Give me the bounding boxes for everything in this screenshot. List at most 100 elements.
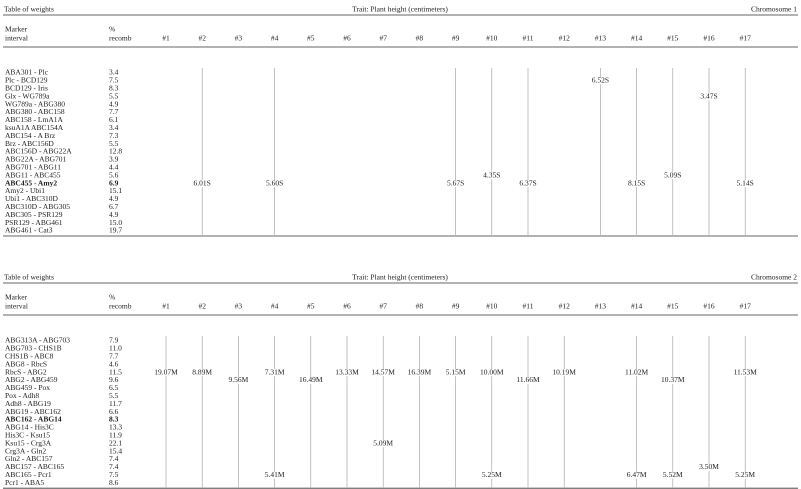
marker-interval: Plc - BCD129 xyxy=(5,76,48,85)
column-header: #4 xyxy=(271,302,279,311)
weight: 5.09M xyxy=(373,438,393,447)
weight-bg xyxy=(696,463,722,471)
marker-interval: ABC455 - Amy2 xyxy=(5,178,57,187)
recomb: 6.9 xyxy=(109,178,119,187)
weight-bg xyxy=(659,377,686,384)
recomb: 6.6 xyxy=(109,407,119,416)
column-header: Marker xyxy=(5,293,28,302)
marker-interval: ABA301 - Plc xyxy=(5,68,49,77)
column-header: #15 xyxy=(667,34,679,43)
marker-interval: Ksu15 - Crg3A xyxy=(5,438,52,447)
recomb: 7.5 xyxy=(109,470,119,479)
marker-interval: ABG14 - His3C xyxy=(5,423,54,432)
weight-bg xyxy=(587,77,614,85)
weight-bg xyxy=(297,377,324,384)
recomb: 7.5 xyxy=(109,76,119,85)
marker-interval: ABC165 - Pcr1 xyxy=(5,470,52,479)
recomb: 4.6 xyxy=(109,359,119,368)
column-header: #7 xyxy=(379,302,387,311)
recomb: 7.7 xyxy=(109,352,119,361)
weight: 5.25M xyxy=(735,470,755,479)
marker-interval: BCD129 - Iris xyxy=(5,84,48,93)
column-header: #2 xyxy=(198,34,206,43)
recomb: 11.7 xyxy=(109,399,122,408)
weight: 16.49M xyxy=(299,375,323,384)
marker-interval: ABG701 - ABG11 xyxy=(5,163,61,172)
marker-interval: ABG380 - ABC158 xyxy=(5,107,65,116)
recomb: 9.6 xyxy=(109,375,119,384)
weight: 7.31M xyxy=(265,367,285,376)
column-header: #5 xyxy=(307,302,315,311)
column-header: recomb xyxy=(109,34,132,43)
column-header: #11 xyxy=(523,302,534,311)
weight: 11.02M xyxy=(625,367,649,376)
column-header: #7 xyxy=(379,34,387,43)
weight-bg xyxy=(406,369,433,377)
column-header: #12 xyxy=(559,302,571,311)
weight-bg xyxy=(623,471,650,479)
recomb: 4.4 xyxy=(109,163,119,172)
column-header: #13 xyxy=(595,302,607,311)
weight-bg xyxy=(189,369,216,377)
marker-interval: ABG11 - ABC455 xyxy=(5,170,61,179)
marker-interval: ABC157 - ABC165 xyxy=(5,462,64,471)
recomb: 15.0 xyxy=(109,218,122,227)
weight: 4.35S xyxy=(483,170,500,179)
recomb: 7.4 xyxy=(109,454,119,463)
table-title: Table of weights xyxy=(4,273,54,282)
weight-bg xyxy=(732,369,759,377)
column-header: #3 xyxy=(235,34,243,43)
recomb: 15.1 xyxy=(109,186,122,195)
column-header: interval xyxy=(5,34,28,43)
marker-interval: ABC162 - ABG14 xyxy=(5,415,62,424)
marker-interval: ABG8 - RbcS xyxy=(5,359,47,368)
weight: 9.56M xyxy=(229,375,249,384)
marker-interval: PSR129 - ABG461 xyxy=(5,218,63,227)
column-header: #1 xyxy=(162,34,170,43)
weight: 5.14S xyxy=(737,178,754,187)
column-header: #16 xyxy=(703,302,715,311)
column-header: #12 xyxy=(559,34,571,43)
table-title: Table of weights xyxy=(4,5,54,14)
weight-bg xyxy=(732,180,759,188)
recomb: 11.0 xyxy=(109,344,122,353)
weight: 11.53M xyxy=(734,367,758,376)
marker-interval: ABG19 - ABC162 xyxy=(5,407,61,416)
column-header: #17 xyxy=(740,34,752,43)
weight: 3.50M xyxy=(699,462,719,471)
recomb: 13.3 xyxy=(109,423,122,432)
weight: 5.15M xyxy=(446,367,466,376)
marker-interval: CHS1B - ABC8 xyxy=(5,352,54,361)
weight: 8.15S xyxy=(628,178,645,187)
recomb: 6.5 xyxy=(109,383,119,392)
recomb: 5.6 xyxy=(109,170,119,179)
weight: 5.09S xyxy=(664,170,681,179)
recomb: 11.9 xyxy=(109,431,122,440)
column-header: #17 xyxy=(740,302,752,311)
marker-interval: Brz - ABC156D xyxy=(5,139,54,148)
column-header: #4 xyxy=(271,34,279,43)
weight-bg xyxy=(696,93,722,101)
weight-bg xyxy=(623,369,650,377)
weight: 3.47S xyxy=(700,91,717,100)
weight: 8.89M xyxy=(192,367,212,376)
recomb: 6.1 xyxy=(109,115,119,124)
marker-interval: ABC158 - LmA1A xyxy=(5,115,64,124)
weight: 5.41M xyxy=(265,470,285,479)
weight-bg xyxy=(732,471,759,479)
weight: 6.01S xyxy=(194,178,211,187)
marker-interval: Pcr1 - ABA5 xyxy=(5,478,44,487)
column-header: #3 xyxy=(235,302,243,311)
weight-bg xyxy=(659,471,686,479)
recomb: 12.8 xyxy=(109,147,122,156)
weight: 16.39M xyxy=(408,367,432,376)
recomb: 3.4 xyxy=(109,123,119,132)
weight-bg xyxy=(334,369,360,377)
recomb: 19.7 xyxy=(109,226,122,235)
marker-interval: Glx - WG789a xyxy=(5,91,50,100)
marker-interval: Gln2 - ABC157 xyxy=(5,454,53,463)
column-header: #8 xyxy=(416,302,424,311)
recomb: 8.3 xyxy=(109,415,119,424)
chromosome: Chromosome 1 xyxy=(751,5,797,14)
